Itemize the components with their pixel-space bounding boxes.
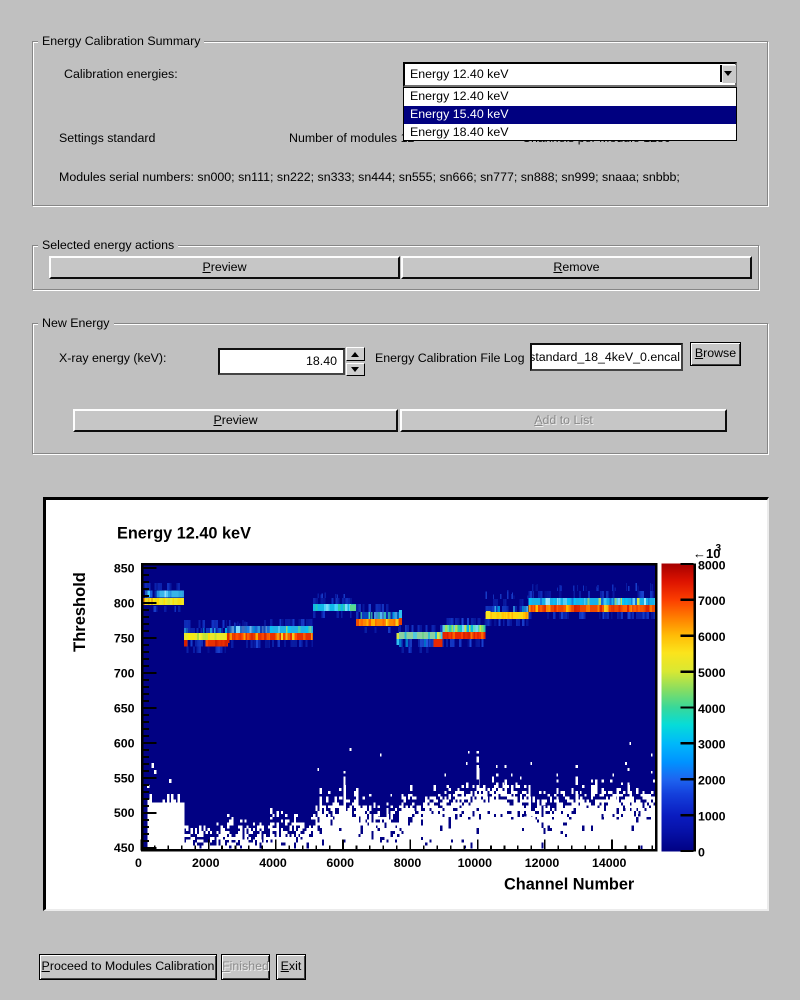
svg-text:2000: 2000 bbox=[698, 774, 726, 788]
svg-text:550: 550 bbox=[114, 771, 135, 785]
svg-text:650: 650 bbox=[114, 701, 135, 715]
svg-text:14000: 14000 bbox=[592, 856, 627, 870]
svg-text:Energy 12.40 keV: Energy 12.40 keV bbox=[117, 525, 251, 543]
svg-text:8000: 8000 bbox=[698, 558, 726, 572]
svg-text:1000: 1000 bbox=[698, 809, 726, 823]
svg-text:450: 450 bbox=[114, 841, 135, 855]
svg-text:500: 500 bbox=[114, 806, 135, 820]
svg-text:Threshold: Threshold bbox=[71, 572, 89, 652]
svg-text:6000: 6000 bbox=[326, 856, 354, 870]
svg-text:3000: 3000 bbox=[698, 738, 726, 752]
svg-text:600: 600 bbox=[114, 736, 135, 750]
svg-text:0: 0 bbox=[135, 856, 142, 870]
svg-text:750: 750 bbox=[114, 632, 135, 646]
svg-text:2000: 2000 bbox=[192, 856, 220, 870]
svg-text:7000: 7000 bbox=[698, 594, 726, 608]
svg-text:Channel Number: Channel Number bbox=[504, 876, 635, 894]
svg-text:6000: 6000 bbox=[698, 630, 726, 644]
svg-text:700: 700 bbox=[114, 666, 135, 680]
svg-text:0: 0 bbox=[698, 845, 705, 859]
svg-text:4000: 4000 bbox=[259, 856, 287, 870]
svg-text:5000: 5000 bbox=[698, 666, 726, 680]
svg-text:3: 3 bbox=[716, 543, 722, 554]
svg-text:12000: 12000 bbox=[525, 856, 560, 870]
svg-text:10000: 10000 bbox=[458, 856, 493, 870]
svg-text:8000: 8000 bbox=[394, 856, 422, 870]
svg-text:800: 800 bbox=[114, 597, 135, 611]
svg-text:←10: ←10 bbox=[693, 546, 720, 561]
svg-text:850: 850 bbox=[114, 562, 135, 576]
svg-text:4000: 4000 bbox=[698, 702, 726, 716]
